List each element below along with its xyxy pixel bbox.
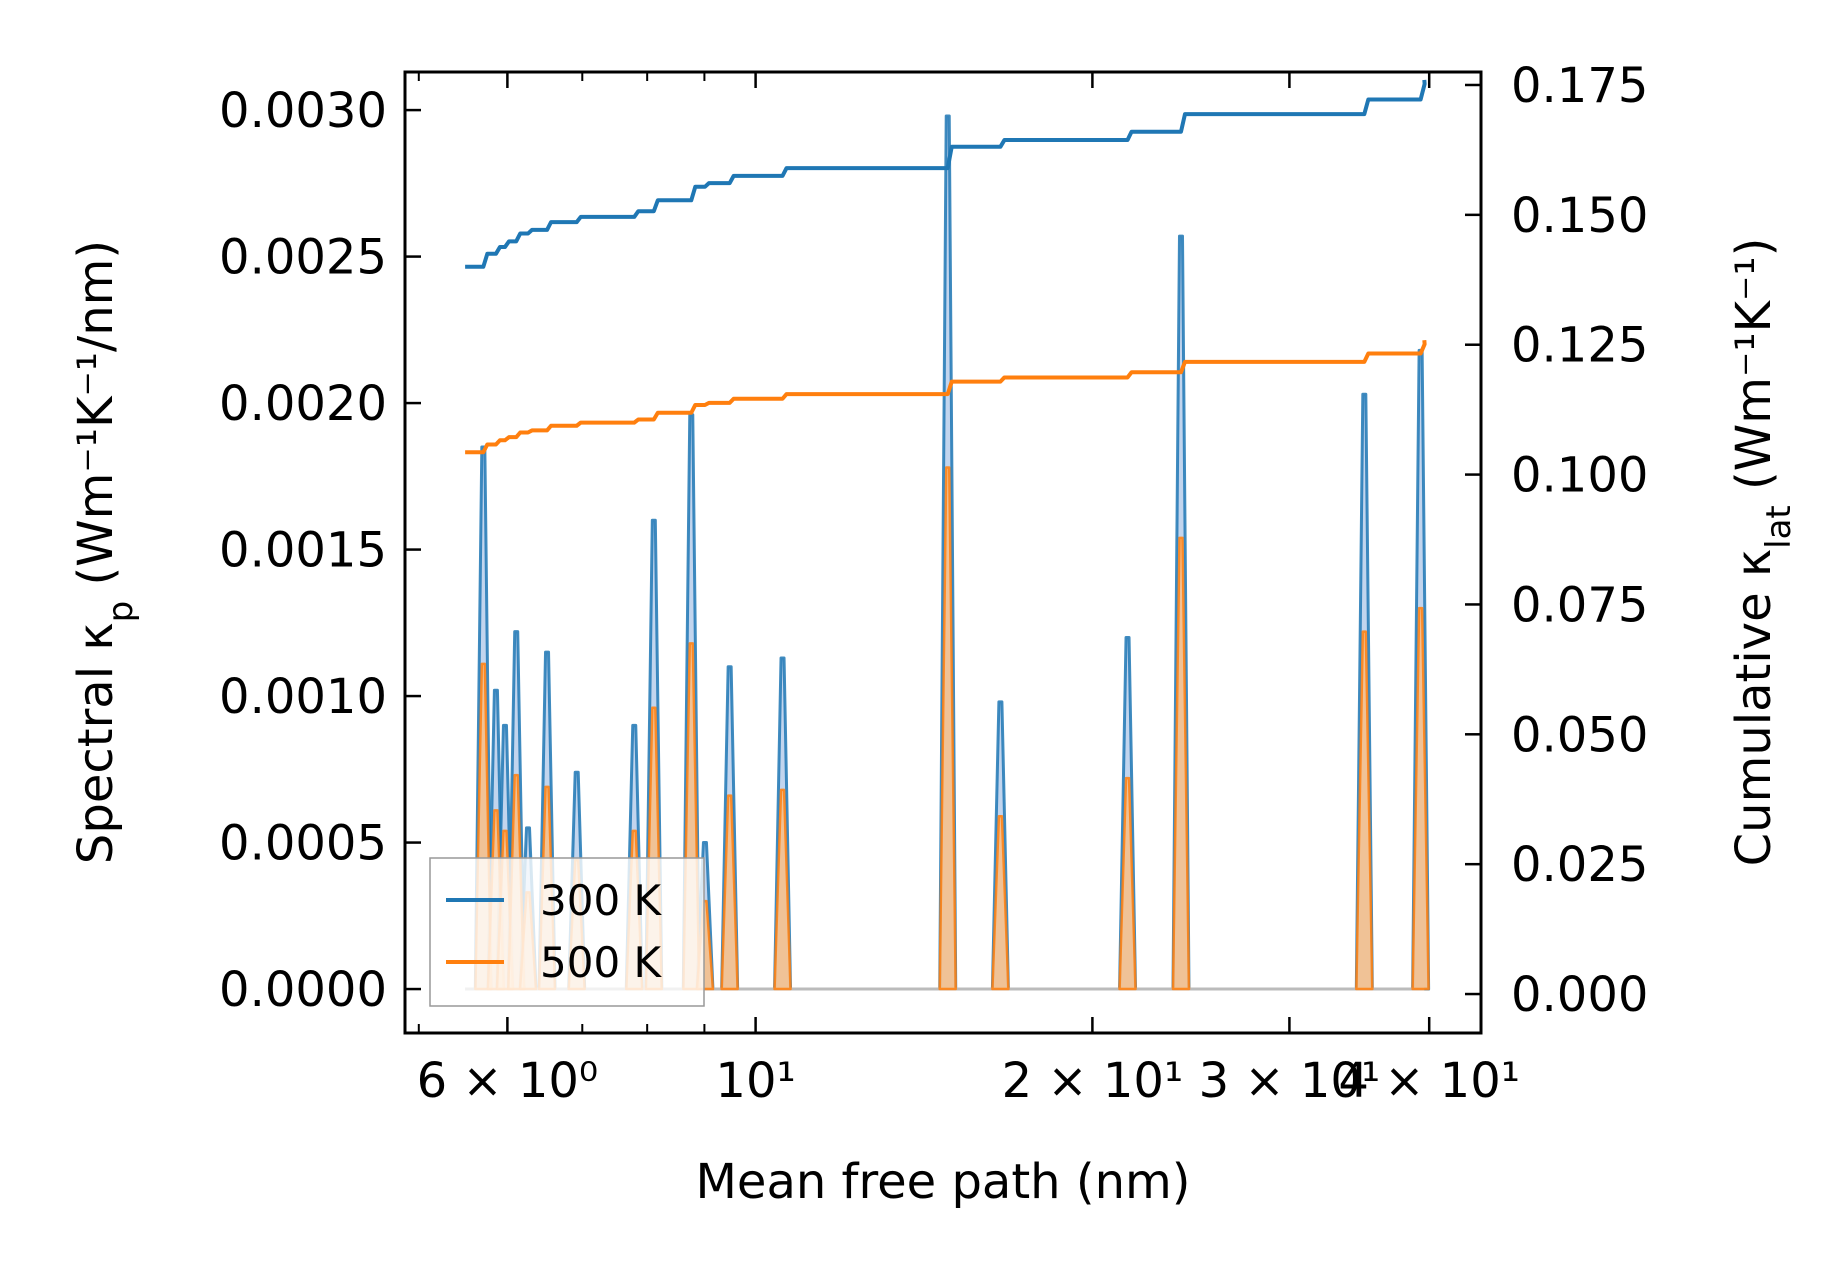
legend-label-500k: 500 K bbox=[540, 938, 663, 987]
y-right-tick-label-3: 0.075 bbox=[1511, 577, 1648, 633]
x-tick-label-4: 4 × 10¹ bbox=[1338, 1053, 1520, 1109]
legend-box bbox=[429, 857, 705, 1007]
x-axis-label: Mean free path (nm) bbox=[696, 1154, 1191, 1210]
plot-frame bbox=[403, 70, 1483, 1035]
y-left-label-sub: p bbox=[101, 601, 141, 623]
y-axis-right-label: Cumulative κlat (Wm⁻¹K⁻¹) bbox=[1726, 238, 1799, 867]
x-tick-label-0: 6 × 10⁰ bbox=[417, 1053, 599, 1109]
y-right-label-unit: (Wm⁻¹K⁻¹) bbox=[1726, 238, 1782, 506]
y-left-tick-label-1: 0.0005 bbox=[219, 816, 387, 872]
y-left-tick-label-4: 0.0020 bbox=[219, 376, 387, 432]
spectral-peak-500k-18 bbox=[1411, 606, 1430, 991]
y-right-tick-label-1: 0.025 bbox=[1511, 837, 1648, 893]
spectral-peak-500k-13 bbox=[938, 466, 957, 991]
x-tick-label-3: 3 × 10¹ bbox=[1199, 1053, 1381, 1109]
x-tick-label-1: 10¹ bbox=[715, 1053, 795, 1109]
y-right-tick-label-6: 0.150 bbox=[1511, 188, 1648, 244]
y-right-tick-label-2: 0.050 bbox=[1511, 707, 1648, 763]
spectral-peak-500k-17 bbox=[1355, 630, 1374, 991]
legend-label-300k: 300 K bbox=[540, 876, 663, 925]
y-right-tick-label-4: 0.100 bbox=[1511, 448, 1648, 504]
y-right-label-sub: lat bbox=[1759, 505, 1799, 549]
y-left-tick-label-3: 0.0015 bbox=[219, 523, 387, 579]
y-left-tick-label-5: 0.0025 bbox=[219, 230, 387, 286]
legend: 300 K 500 K bbox=[429, 857, 705, 1007]
spectral-peak-500k-16 bbox=[1171, 536, 1191, 991]
y-right-label-main: Cumulative κ bbox=[1726, 549, 1782, 867]
spectral-peak-500k-15 bbox=[1118, 776, 1137, 991]
cumulative-series-layer bbox=[465, 79, 1427, 455]
y-left-tick-label-6: 0.0030 bbox=[219, 83, 387, 139]
spectral-peak-500k-14 bbox=[991, 814, 1010, 991]
y-axis-left-label: Spectral κp (Wm⁻¹K⁻¹/nm) bbox=[68, 240, 141, 864]
cumulative-line-500k bbox=[465, 340, 1427, 455]
cumulative-line-300k bbox=[465, 79, 1427, 269]
y-left-label-main: Spectral κ bbox=[68, 622, 124, 864]
spectral-peak-500k-12 bbox=[773, 788, 792, 991]
y-left-tick-label-0: 0.0000 bbox=[219, 962, 387, 1018]
x-tick-label-2: 2 × 10¹ bbox=[1002, 1053, 1184, 1109]
y-right-tick-label-5: 0.125 bbox=[1511, 318, 1648, 374]
y-left-tick-label-2: 0.0010 bbox=[219, 669, 387, 725]
spectral-peak-500k-11 bbox=[720, 794, 739, 991]
y-right-tick-label-7: 0.175 bbox=[1511, 58, 1648, 114]
y-left-label-unit: (Wm⁻¹K⁻¹/nm) bbox=[68, 240, 124, 601]
y-right-tick-label-0: 0.000 bbox=[1511, 967, 1648, 1023]
